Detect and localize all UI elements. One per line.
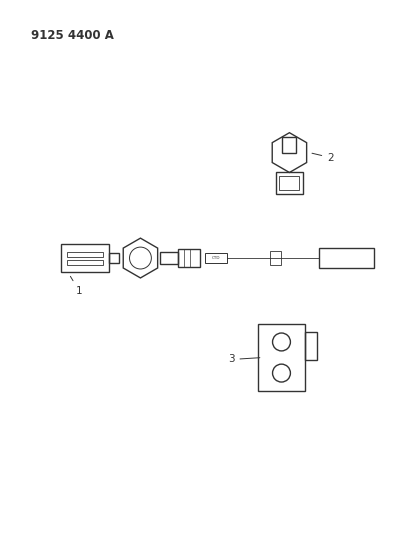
Text: 1: 1	[70, 276, 83, 296]
Bar	[258, 324, 305, 391]
Bar	[319, 248, 374, 268]
Text: 9125 4400 A: 9125 4400 A	[31, 29, 114, 42]
Bar	[67, 252, 103, 257]
Bar	[61, 244, 109, 272]
Bar	[109, 253, 119, 263]
Bar	[275, 173, 303, 195]
Bar	[270, 251, 282, 265]
Bar	[305, 332, 317, 360]
Bar	[178, 249, 200, 267]
Text: 3: 3	[228, 354, 260, 365]
Bar	[279, 176, 299, 190]
Bar	[282, 136, 296, 152]
Bar	[160, 252, 178, 264]
Bar	[205, 253, 227, 263]
Text: 2: 2	[312, 152, 334, 163]
Text: CTD: CTD	[212, 256, 220, 260]
Bar	[67, 260, 103, 265]
